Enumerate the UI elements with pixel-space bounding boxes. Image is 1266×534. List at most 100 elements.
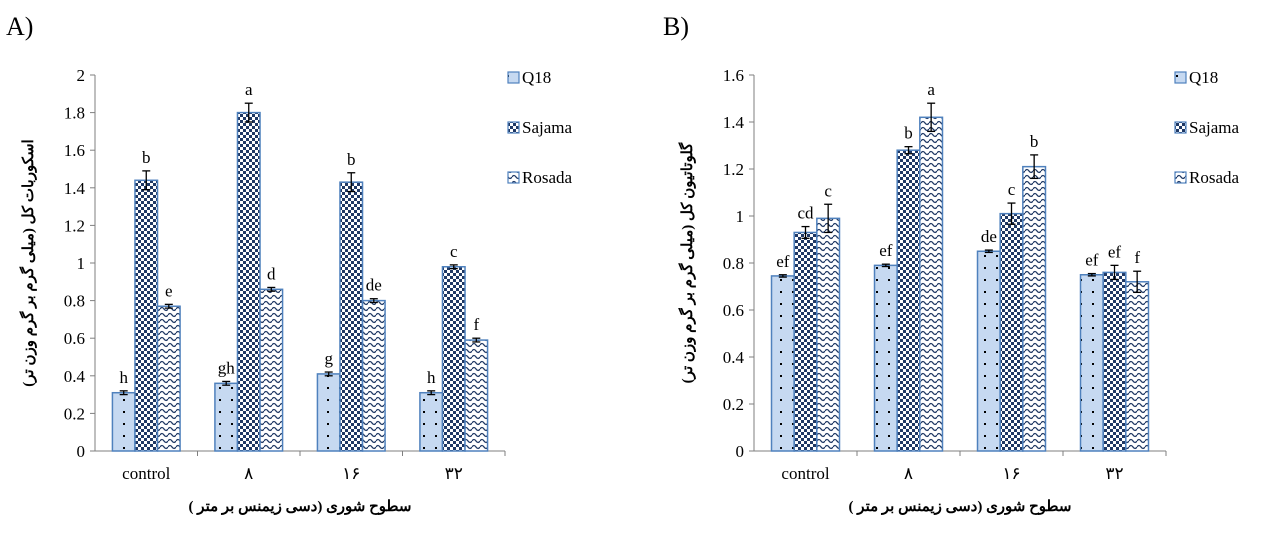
- bar-q18: [419, 391, 444, 452]
- significance-letter: ef: [1085, 251, 1099, 270]
- bar-sajama: [339, 181, 364, 452]
- x-tick-label: control: [781, 464, 829, 483]
- chart-panel-b: B) 0 0.2 0.4 0.6 0.8 1 1.2 1.4 1.6 control ef cd c ۸ e…: [633, 0, 1266, 529]
- x-axis-title: سطوح شوری (دسی زیمنس بر متر ): [189, 499, 412, 515]
- significance-letter: e: [165, 281, 173, 300]
- panel-label: A): [6, 12, 34, 41]
- y-tick-label: 1.6: [64, 141, 85, 160]
- legend-entry: Q18: [522, 68, 551, 87]
- y-tick-label: 0.8: [723, 254, 744, 273]
- bar-q18: [976, 250, 1001, 452]
- y-tick-label: 1.2: [723, 160, 744, 179]
- legend-entry: Rosada: [1189, 168, 1240, 187]
- legend-entry: Sajama: [522, 118, 572, 137]
- y-tick-label: 0: [77, 442, 86, 461]
- y-tick-label: 0.4: [723, 348, 745, 367]
- bar-rosada: [259, 288, 284, 452]
- y-tick-label: 1.8: [64, 104, 85, 123]
- significance-letter: b: [904, 124, 913, 143]
- bar-rosada: [1125, 281, 1150, 452]
- x-tick-label: control: [122, 464, 170, 483]
- x-tick-label: ۳۲: [445, 464, 463, 483]
- bar-sajama: [896, 149, 921, 452]
- legend: Q18 Sajama Rosada: [507, 68, 573, 187]
- legend-entry: Q18: [1189, 68, 1218, 87]
- y-axis-title: گلوتاتیون کل (میلی گرم بر گرم وزن تر): [678, 142, 696, 384]
- legend-swatch-sajama: [507, 121, 520, 134]
- y-tick-label: 1.2: [64, 216, 85, 235]
- significance-letter: a: [245, 80, 253, 99]
- bar-sajama: [236, 111, 261, 452]
- bar-q18: [316, 373, 341, 452]
- bar-rosada: [464, 339, 489, 452]
- bar-rosada: [919, 116, 944, 452]
- significance-letter: c: [450, 242, 458, 261]
- significance-letter: ef: [776, 252, 790, 271]
- bar-sajama: [999, 212, 1024, 452]
- significance-letter: h: [427, 368, 436, 387]
- significance-letter: d: [267, 264, 276, 283]
- legend-swatch-sajama: [1174, 121, 1187, 134]
- bar-q18: [770, 275, 795, 452]
- legend-swatch-rosada: [507, 171, 520, 184]
- bar-sajama: [793, 231, 818, 452]
- significance-letter: de: [981, 227, 997, 246]
- bar-sajama: [441, 266, 466, 452]
- bar-sajama: [1102, 271, 1127, 452]
- bar-rosada: [156, 305, 181, 452]
- bar-rosada: [361, 299, 386, 452]
- significance-letter: ef: [879, 241, 893, 260]
- legend-swatch-q18: [507, 71, 520, 84]
- y-tick-label: 1: [77, 254, 86, 273]
- x-tick-label: ۸: [904, 464, 913, 483]
- significance-letter: c: [1008, 180, 1016, 199]
- legend-swatch-q18: [1174, 71, 1187, 84]
- x-axis-title: سطوح شوری (دسی زیمنس بر متر ): [849, 499, 1072, 515]
- significance-letter: b: [1030, 132, 1039, 151]
- chart-b-svg: 00.20.40.60.811.21.41.6controlefcdc۸efba…: [678, 66, 1240, 515]
- y-tick-label: 1.4: [723, 113, 745, 132]
- y-tick-label: 1.4: [64, 179, 86, 198]
- y-tick-label: 0: [736, 442, 745, 461]
- significance-letter: h: [119, 368, 128, 387]
- legend: Q18 Sajama Rosada: [1174, 68, 1240, 187]
- significance-letter: f: [1134, 248, 1140, 267]
- legend-entry: Rosada: [522, 168, 573, 187]
- bar-q18: [111, 391, 136, 452]
- y-tick-label: 0.6: [64, 329, 85, 348]
- x-tick-label: ۸: [244, 464, 253, 483]
- panel-label: B): [663, 12, 689, 41]
- legend-entry: Sajama: [1189, 118, 1239, 137]
- y-tick-label: 0.6: [723, 301, 744, 320]
- bar-q18: [214, 382, 239, 452]
- chart-panel-a: A) 0 0.2 0.4 0.6 0.8 1 1.2 1.4 1.6 1.8 2 control h b e…: [0, 0, 633, 529]
- bar-sajama: [134, 179, 159, 452]
- legend-swatch-rosada: [1174, 171, 1187, 184]
- significance-letter: c: [824, 181, 832, 200]
- chart-a-svg: 00.20.40.60.811.21.41.61.82controlhbe۸gh…: [19, 66, 573, 515]
- bar-q18: [873, 264, 898, 452]
- y-tick-label: 0.2: [64, 404, 85, 423]
- significance-letter: b: [142, 148, 151, 167]
- significance-letter: cd: [797, 204, 814, 223]
- y-tick-label: 0.2: [723, 395, 744, 414]
- significance-letter: de: [366, 276, 382, 295]
- bar-rosada: [1022, 165, 1047, 452]
- bar-q18: [1079, 274, 1104, 452]
- x-tick-label: ۳۲: [1105, 464, 1123, 483]
- x-tick-label: ۱۶: [342, 464, 360, 483]
- y-tick-label: 1: [736, 207, 745, 226]
- significance-letter: a: [927, 80, 935, 99]
- y-tick-label: 0.4: [64, 367, 86, 386]
- significance-letter: gh: [218, 358, 236, 377]
- y-tick-label: 0.8: [64, 292, 85, 311]
- significance-letter: f: [473, 315, 479, 334]
- y-tick-label: 1.6: [723, 66, 744, 85]
- y-tick-label: 2: [77, 66, 86, 85]
- bar-rosada: [816, 217, 841, 452]
- x-tick-label: ۱۶: [1002, 464, 1020, 483]
- significance-letter: ef: [1108, 242, 1122, 261]
- y-axis-title: اسکوربات کل (میلی گرم بر گرم وزن تر): [19, 139, 37, 386]
- significance-letter: g: [324, 349, 333, 368]
- significance-letter: b: [347, 150, 356, 169]
